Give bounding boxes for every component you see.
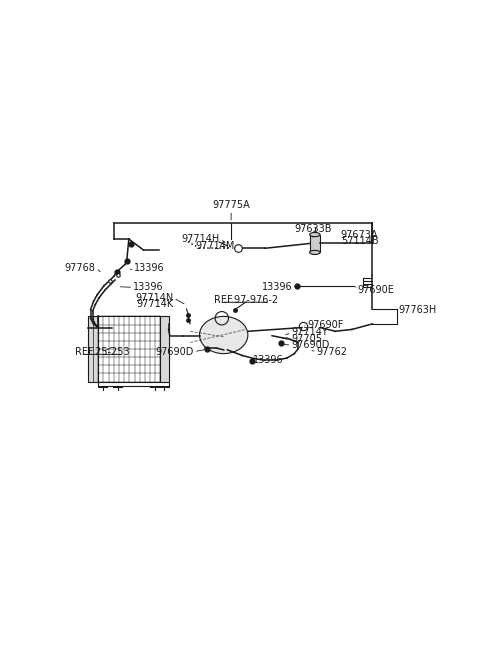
Text: 97763H: 97763H [398,304,437,315]
Text: 97690D: 97690D [291,340,330,350]
Bar [98,316,160,382]
Text: 97714Y: 97714Y [291,327,328,337]
Bar [160,316,168,382]
Text: 97714N: 97714N [135,293,173,303]
Text: 97768: 97768 [64,263,96,273]
Text: 97714K: 97714K [136,298,173,309]
Text: 13396: 13396 [134,263,165,273]
Ellipse shape [200,316,248,354]
Text: 97690F: 97690F [307,319,344,329]
Text: 97762: 97762 [317,347,348,357]
Text: 57114B: 57114B [341,236,379,246]
Bar [88,316,98,382]
Text: 97633B: 97633B [294,224,332,234]
Text: 97775A: 97775A [212,200,250,211]
Bar [310,235,320,253]
Text: 97673A: 97673A [341,230,378,240]
Text: 13396: 13396 [262,282,292,293]
Ellipse shape [310,251,320,255]
Text: 97714M: 97714M [195,241,235,251]
Text: 97690E: 97690E [358,285,395,295]
Ellipse shape [310,232,320,237]
Text: 13396: 13396 [132,282,163,293]
Text: 13396: 13396 [253,356,284,365]
Text: 97705: 97705 [291,334,323,344]
Text: REF.97-976-2: REF.97-976-2 [214,295,278,304]
Text: REF.25-253: REF.25-253 [75,347,130,357]
Text: 97690D: 97690D [156,347,194,357]
Text: 97714H: 97714H [182,234,220,244]
